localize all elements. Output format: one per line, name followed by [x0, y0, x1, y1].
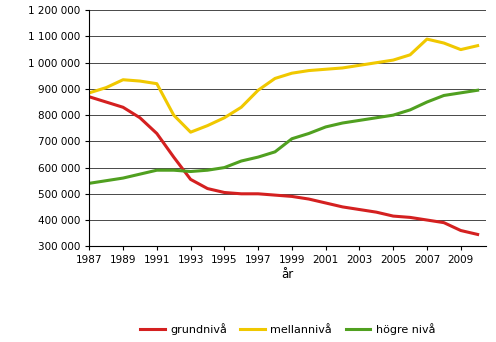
Line: grundnivå: grundnivå	[89, 97, 478, 235]
högre nivå	[441, 93, 447, 97]
högre nivå	[137, 172, 143, 176]
grundnivå	[357, 208, 363, 212]
grundnivå	[272, 193, 278, 197]
grundnivå	[137, 116, 143, 120]
mellannivå	[103, 86, 109, 90]
högre nivå	[86, 181, 92, 185]
grundnivå	[289, 194, 295, 198]
mellannivå	[187, 130, 193, 134]
högre nivå	[171, 168, 177, 172]
högre nivå	[458, 91, 464, 95]
högre nivå	[187, 169, 193, 173]
grundnivå	[306, 197, 312, 201]
mellannivå	[441, 41, 447, 45]
grundnivå	[373, 210, 379, 214]
grundnivå	[154, 131, 160, 135]
högre nivå	[407, 108, 413, 112]
mellannivå	[204, 123, 210, 128]
mellannivå	[390, 58, 396, 62]
högre nivå	[373, 116, 379, 120]
högre nivå	[103, 179, 109, 183]
högre nivå	[221, 166, 227, 170]
högre nivå	[238, 159, 244, 163]
mellannivå	[221, 116, 227, 120]
grundnivå	[458, 228, 464, 233]
grundnivå	[103, 100, 109, 104]
X-axis label: år: år	[282, 268, 294, 281]
grundnivå	[120, 105, 126, 109]
grundnivå	[441, 221, 447, 225]
mellannivå	[323, 67, 329, 71]
grundnivå	[475, 233, 481, 237]
mellannivå	[407, 53, 413, 57]
grundnivå	[340, 205, 346, 209]
högre nivå	[272, 150, 278, 154]
mellannivå	[424, 37, 430, 41]
mellannivå	[306, 68, 312, 73]
mellannivå	[272, 76, 278, 80]
grundnivå	[390, 214, 396, 218]
mellannivå	[171, 113, 177, 117]
grundnivå	[204, 186, 210, 190]
högre nivå	[357, 118, 363, 122]
högre nivå	[120, 176, 126, 180]
högre nivå	[424, 100, 430, 104]
mellannivå	[373, 61, 379, 65]
mellannivå	[86, 91, 92, 95]
grundnivå	[424, 218, 430, 222]
högre nivå	[323, 125, 329, 129]
Line: mellannivå: mellannivå	[89, 39, 478, 132]
högre nivå	[340, 121, 346, 125]
grundnivå	[187, 177, 193, 182]
mellannivå	[289, 71, 295, 75]
Line: högre nivå: högre nivå	[89, 90, 478, 183]
högre nivå	[255, 155, 261, 159]
mellannivå	[154, 82, 160, 86]
grundnivå	[407, 215, 413, 220]
högre nivå	[390, 113, 396, 117]
grundnivå	[323, 201, 329, 205]
mellannivå	[255, 88, 261, 92]
Legend: grundnivå, mellannivå, högre nivå: grundnivå, mellannivå, högre nivå	[136, 319, 439, 340]
högre nivå	[154, 168, 160, 172]
högre nivå	[289, 137, 295, 141]
grundnivå	[221, 190, 227, 195]
grundnivå	[255, 192, 261, 196]
grundnivå	[171, 155, 177, 159]
högre nivå	[306, 131, 312, 135]
högre nivå	[204, 168, 210, 172]
mellannivå	[357, 63, 363, 67]
grundnivå	[86, 95, 92, 99]
mellannivå	[458, 48, 464, 52]
mellannivå	[340, 66, 346, 70]
grundnivå	[238, 192, 244, 196]
mellannivå	[475, 43, 481, 48]
mellannivå	[238, 105, 244, 109]
mellannivå	[120, 78, 126, 82]
mellannivå	[137, 79, 143, 83]
högre nivå	[475, 88, 481, 92]
